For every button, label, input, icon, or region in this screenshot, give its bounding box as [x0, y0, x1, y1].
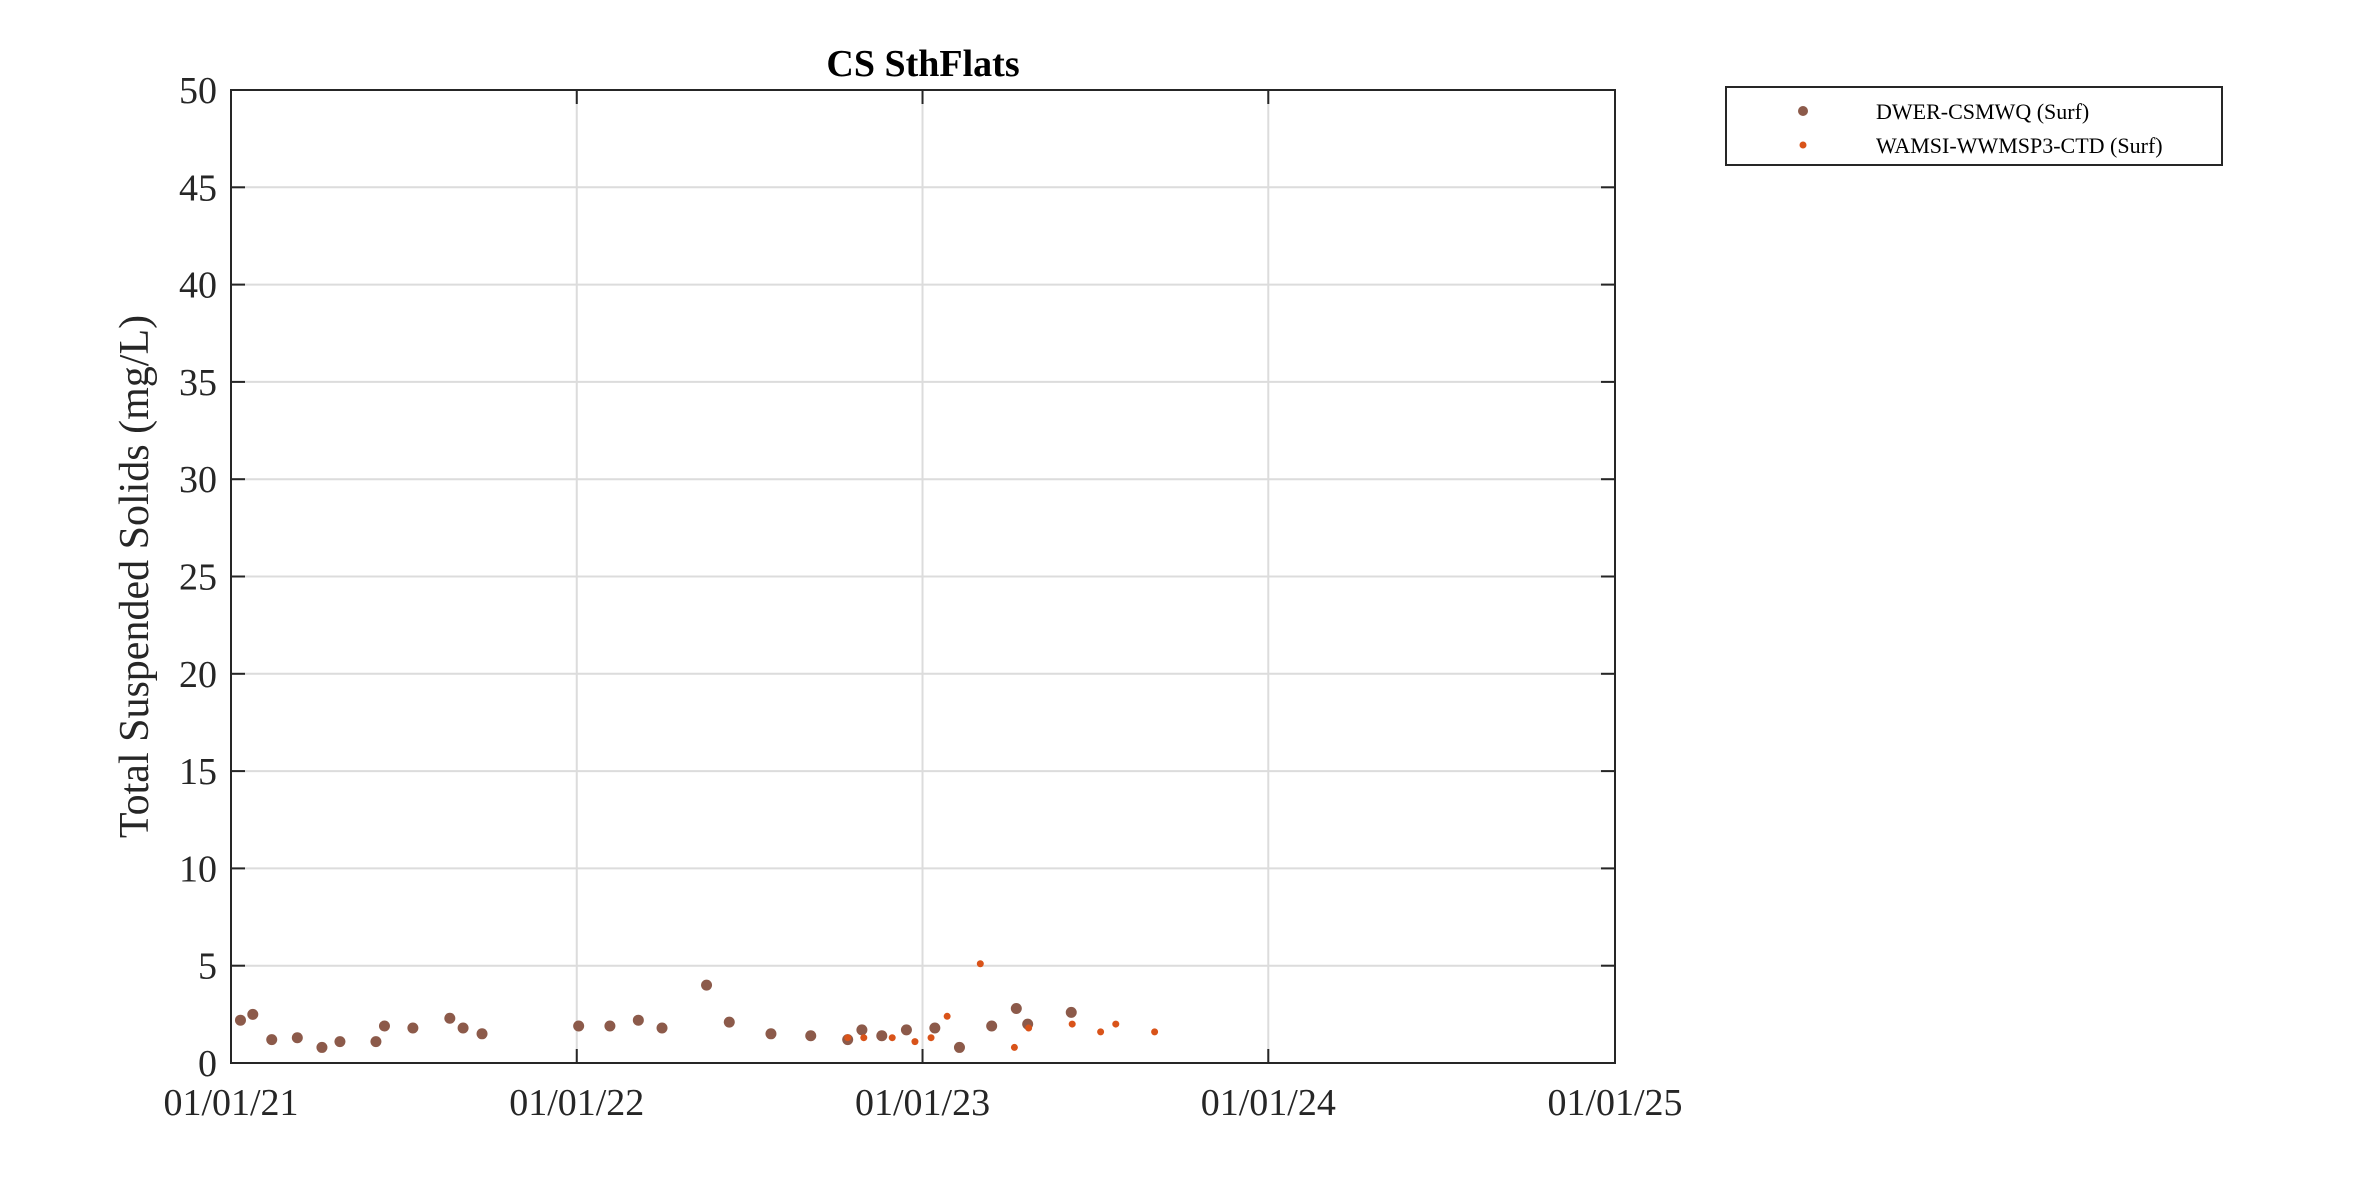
- data-point-dwer: [765, 1028, 777, 1040]
- x-tick-label: 01/01/25: [1547, 1082, 1682, 1124]
- y-tick-label: 15: [179, 751, 217, 793]
- data-point-dwer: [656, 1022, 668, 1034]
- data-point-wamsi: [1010, 1043, 1018, 1051]
- legend-entry-dwer: DWER-CSMWQ (Surf): [1876, 99, 2089, 124]
- y-tick-label: 45: [179, 167, 217, 209]
- data-point-wamsi: [860, 1034, 868, 1042]
- data-point-wamsi: [1112, 1020, 1120, 1028]
- data-point-dwer: [876, 1030, 888, 1042]
- data-point-wamsi: [1025, 1024, 1033, 1032]
- data-point-dwer: [378, 1020, 390, 1032]
- data-point-dwer: [266, 1034, 278, 1046]
- data-point-wamsi: [1151, 1028, 1159, 1036]
- y-tick-label: 40: [179, 265, 217, 307]
- data-point-dwer: [632, 1014, 644, 1026]
- data-point-dwer: [856, 1024, 868, 1036]
- data-point-dwer: [476, 1028, 488, 1040]
- data-point-dwer: [1065, 1006, 1077, 1018]
- data-point-dwer: [573, 1020, 585, 1032]
- data-point-dwer: [407, 1022, 419, 1034]
- legend-marker-dwer: [1798, 106, 1808, 116]
- y-tick-label: 10: [179, 848, 217, 890]
- data-point-dwer: [900, 1024, 912, 1036]
- data-point-wamsi: [1068, 1020, 1076, 1028]
- legend-marker-wamsi: [1799, 141, 1807, 149]
- data-point-dwer: [370, 1036, 382, 1048]
- legend: DWER-CSMWQ (Surf) WAMSI-WWMSP3-CTD (Surf…: [1725, 86, 2223, 166]
- x-tick-label: 01/01/23: [855, 1082, 990, 1124]
- x-axis-tick-labels: 01/01/21 01/01/22 01/01/23 01/01/24 01/01/25: [163, 1082, 1682, 1124]
- y-tick-label: 30: [179, 459, 217, 501]
- data-point-wamsi: [1097, 1028, 1105, 1036]
- x-tick-label: 01/01/24: [1201, 1082, 1336, 1124]
- axis-ticks: [230, 89, 1616, 1064]
- y-tick-label: 35: [179, 362, 217, 404]
- data-point-dwer: [316, 1041, 328, 1053]
- y-tick-label: 0: [198, 1043, 217, 1085]
- data-point-dwer: [604, 1020, 616, 1032]
- data-point-dwer: [444, 1012, 456, 1024]
- legend-entry-wamsi: WAMSI-WWMSP3-CTD (Surf): [1876, 133, 2163, 158]
- data-point-dwer: [1010, 1003, 1022, 1015]
- data-point-dwer: [457, 1022, 469, 1034]
- legend-box: [1725, 86, 2223, 166]
- x-tick-label: 01/01/22: [509, 1082, 644, 1124]
- data-point-wamsi: [844, 1034, 852, 1042]
- data-point-dwer: [986, 1020, 998, 1032]
- y-tick-label: 5: [198, 946, 217, 988]
- data-point-wamsi: [976, 960, 984, 968]
- data-points: [234, 960, 1159, 1053]
- y-axis-tick-labels: 0 5 10 15 20 25 30 35 40 45 50: [179, 70, 217, 1085]
- data-point-dwer: [701, 979, 713, 991]
- chart-title: CS SthFlats: [826, 43, 1019, 85]
- grid-lines: [231, 90, 1615, 1063]
- data-point-dwer: [805, 1030, 817, 1042]
- data-point-wamsi: [888, 1034, 896, 1042]
- data-point-dwer: [953, 1041, 965, 1053]
- data-point-dwer: [334, 1036, 346, 1048]
- data-point-wamsi: [927, 1034, 935, 1042]
- data-point-wamsi: [911, 1038, 919, 1046]
- data-point-dwer: [929, 1022, 941, 1034]
- x-tick-label: 01/01/21: [163, 1082, 298, 1124]
- data-point-wamsi: [943, 1012, 951, 1020]
- data-point-dwer: [247, 1008, 259, 1020]
- y-tick-label: 50: [179, 70, 217, 112]
- y-tick-label: 20: [179, 654, 217, 696]
- data-point-dwer: [723, 1016, 735, 1028]
- y-axis-label: Total Suspended Solids (mg/L): [112, 315, 158, 838]
- data-point-dwer: [291, 1032, 303, 1044]
- y-tick-label: 25: [179, 557, 217, 599]
- data-point-dwer: [234, 1014, 246, 1026]
